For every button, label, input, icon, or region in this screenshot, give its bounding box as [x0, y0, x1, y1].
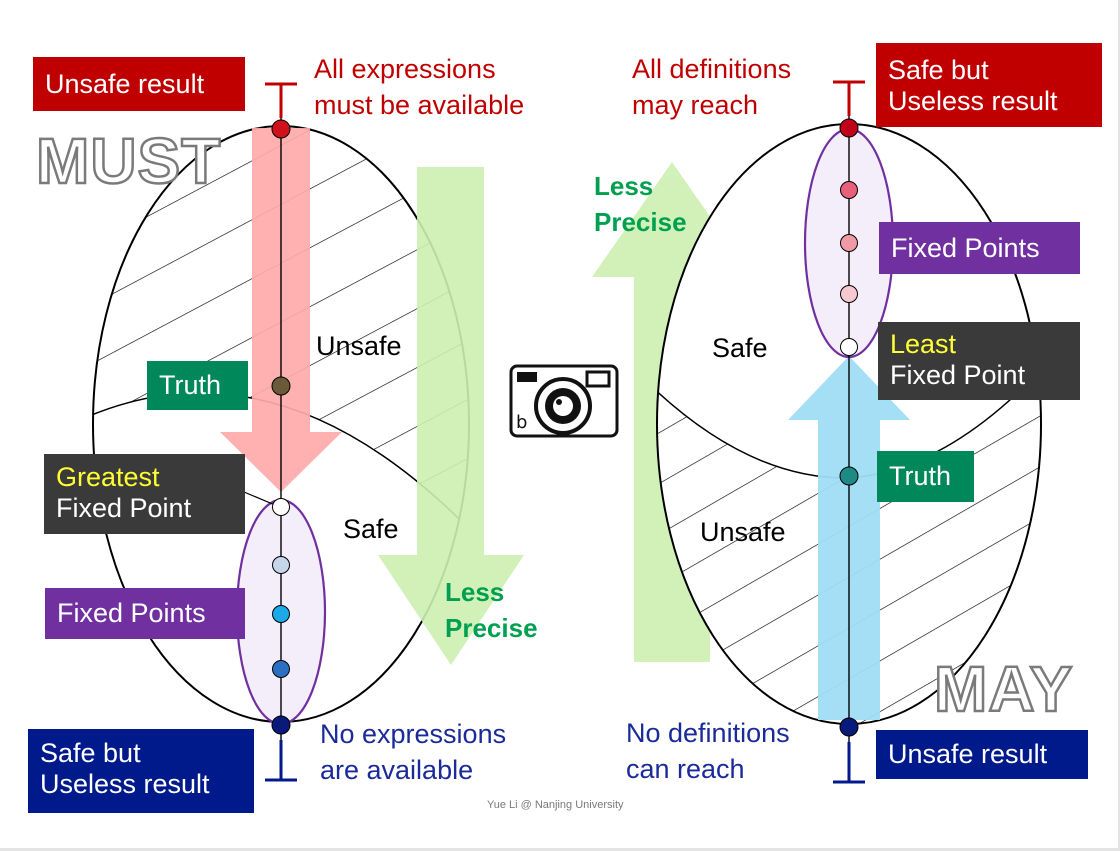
may-top-result-box: Safe but Useless result — [876, 43, 1102, 127]
must-gfp-node — [272, 498, 290, 516]
must-fixed-points-label: Fixed Points — [57, 598, 206, 628]
must-gfp-line2: Fixed Point — [56, 493, 192, 523]
must-bottom-line2: Useless result — [40, 769, 210, 799]
must-fp-node-1 — [272, 556, 290, 574]
may-lfp-line2: Fixed Point — [890, 360, 1026, 390]
may-top-line2: Useless result — [888, 86, 1058, 116]
may-heading: MAY — [933, 652, 1074, 727]
must-bottom-result-box: Safe but Useless result — [28, 729, 254, 813]
may-bottom-node — [839, 717, 859, 737]
must-fp-node-2 — [272, 605, 290, 623]
footer-credit: Yue Li @ Nanjing University — [487, 799, 624, 811]
must-top-result-box: Unsafe result — [33, 57, 245, 111]
must-top-description: All expressions must be available — [314, 51, 524, 123]
must-bottom-line1: Safe but — [40, 738, 141, 768]
must-top-result-label: Unsafe result — [45, 69, 205, 99]
may-top-line1: Safe but — [888, 55, 989, 85]
must-less-precise-label: Less Precise — [445, 574, 538, 646]
may-unsafe-label: Unsafe — [700, 517, 786, 547]
may-fp-node-1 — [840, 181, 858, 199]
may-bottom-desc-line1: No definitions — [626, 718, 790, 748]
may-bottom-description: No definitions can reach — [626, 715, 790, 787]
must-precise-line: Precise — [445, 613, 538, 643]
may-precise-line: Precise — [594, 207, 687, 237]
may-fixed-points-box: Fixed Points — [879, 222, 1080, 274]
may-truth-node — [839, 466, 859, 486]
svg-text:b: b — [516, 412, 527, 433]
may-fixed-points-label: Fixed Points — [891, 233, 1040, 263]
must-truth-label: Truth — [159, 370, 222, 400]
must-gfp-line1: Greatest — [56, 462, 160, 492]
must-bottom-desc-line1: No expressions — [320, 719, 507, 749]
may-truth-box: Truth — [877, 451, 974, 502]
may-truth-label: Truth — [889, 461, 952, 491]
must-bottom-description: No expressions are available — [320, 716, 506, 788]
must-bottom-node — [271, 715, 291, 735]
must-fp-node-3 — [272, 660, 290, 678]
must-top-desc-line1: All expressions — [314, 54, 496, 84]
must-unsafe-label: Unsafe — [316, 331, 402, 361]
must-less-line: Less — [445, 577, 505, 607]
must-top-node — [271, 119, 291, 139]
may-top-description: All definitions may reach — [632, 51, 791, 123]
may-top-desc-line2: may reach — [632, 90, 759, 120]
must-heading: MUST — [35, 124, 222, 199]
must-less-precise-arrow — [378, 167, 524, 665]
may-top-desc-line1: All definitions — [632, 54, 792, 84]
may-bottom-result-label: Unsafe result — [888, 739, 1048, 769]
must-gfp-box: Greatest Fixed Point — [44, 454, 245, 534]
may-fp-node-3 — [840, 285, 858, 303]
may-bottom-result-box: Unsafe result — [876, 730, 1088, 779]
must-gfp-pointer — [243, 491, 276, 506]
camera-icon: b — [509, 364, 619, 438]
may-less-precise-label: Less Precise — [594, 168, 687, 240]
must-bottom-desc-line2: are available — [320, 755, 474, 785]
must-top-desc-line2: must be available — [314, 90, 525, 120]
must-truth-node — [271, 376, 291, 396]
may-top-node — [839, 118, 859, 138]
may-lfp-line1: Least — [890, 329, 957, 359]
may-lfp-box: Least Fixed Point — [878, 322, 1080, 400]
may-bottom-desc-line2: can reach — [626, 754, 745, 784]
must-fixed-points-box: Fixed Points — [45, 588, 245, 639]
must-safe-label: Safe — [343, 514, 399, 544]
may-less-line: Less — [594, 171, 654, 201]
may-safe-label: Safe — [712, 333, 768, 363]
may-lfp-node — [840, 338, 858, 356]
must-truth-box: Truth — [147, 361, 248, 410]
may-fp-node-2 — [840, 234, 858, 252]
